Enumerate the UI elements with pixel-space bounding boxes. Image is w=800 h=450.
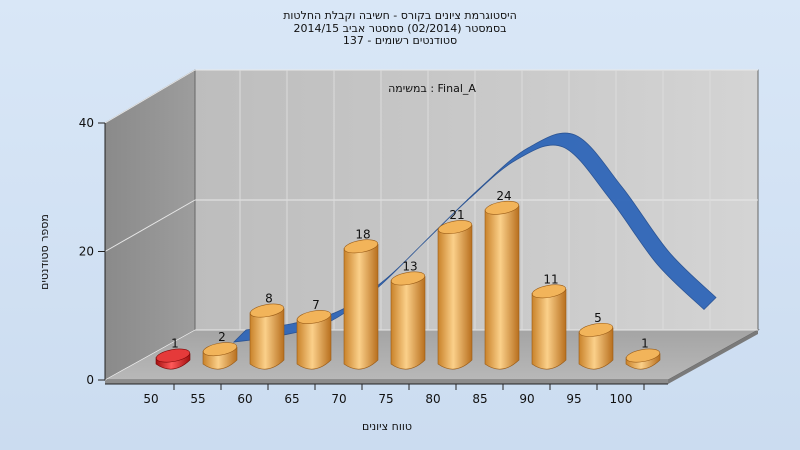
value-label: 18 — [355, 227, 370, 241]
value-label: 21 — [449, 208, 464, 222]
bar-top — [249, 303, 285, 318]
bar-90 — [531, 284, 567, 370]
grid-line-wall — [104, 199, 196, 252]
bar-50 — [155, 348, 191, 370]
y-tick-label: 40 — [79, 116, 94, 130]
title-line-2: בסמסטר (02/2014) סמסטר אביב 2014/15 — [293, 21, 507, 35]
bar-top — [390, 271, 426, 286]
x-tick-label: 50 — [143, 392, 158, 406]
bar-75 — [390, 271, 426, 370]
x-tick-label: 55 — [190, 392, 205, 406]
distribution-curve-layer — [232, 132, 717, 343]
x-tick-label: 60 — [237, 392, 252, 406]
value-label: 13 — [402, 259, 417, 273]
value-label: 2 — [218, 330, 226, 344]
x-axis: 50 55 60 65 70 75 80 85 90 95 100 — [105, 383, 668, 406]
plot-walls — [103, 69, 760, 384]
bar-top — [625, 348, 661, 363]
x-tick-label: 80 — [425, 392, 440, 406]
bars-layer — [155, 200, 661, 370]
chart-title: היסטוגרמת ציונים בקורס - חשיבה וקבלת החל… — [0, 9, 800, 48]
distribution-curve — [232, 132, 717, 343]
bar-55 — [202, 342, 238, 370]
value-label: 24 — [496, 189, 511, 203]
bar-top — [296, 310, 332, 324]
value-labels-layer: 1 2 8 7 18 13 21 24 11 5 1 — [171, 189, 649, 351]
x-tick-label: 65 — [284, 392, 299, 406]
bar-body — [249, 308, 285, 370]
bar-body — [343, 244, 379, 370]
y-tick-label: 20 — [79, 245, 94, 259]
bar-70 — [343, 239, 379, 370]
final-a-annotation: במשימה : Final_A — [388, 82, 476, 95]
bar-top — [531, 284, 567, 299]
grid-line-wall — [104, 69, 196, 124]
y-axis: 0 20 40 — [79, 116, 106, 387]
floor-front-edge — [105, 380, 668, 384]
bar-body — [296, 314, 332, 370]
left-wall — [104, 69, 196, 381]
bar-top — [578, 322, 614, 337]
bar-body — [484, 205, 520, 370]
value-label: 11 — [543, 272, 558, 286]
bar-body — [531, 288, 567, 370]
bar-top — [437, 220, 473, 234]
bar-top — [202, 342, 238, 357]
title-line-3: 137 - סטודנטים רשומים — [342, 34, 458, 47]
x-axis-title: טווח ציונים — [362, 420, 412, 433]
bar-top — [155, 348, 191, 363]
x-tick-label: 85 — [472, 392, 487, 406]
y-tick-label: 0 — [86, 373, 94, 387]
bar-80 — [437, 220, 473, 370]
bar-85 — [484, 200, 520, 370]
bar-top — [484, 200, 520, 215]
bar-body — [390, 276, 426, 370]
y-axis-title: מספר סטודנטים — [38, 214, 51, 290]
value-label: 1 — [641, 337, 649, 351]
value-label: 7 — [312, 298, 320, 312]
bar-100 — [625, 348, 661, 370]
bar-top — [343, 239, 379, 254]
bar-body — [578, 327, 614, 370]
value-label: 5 — [594, 311, 602, 325]
x-tick-label: 90 — [519, 392, 534, 406]
bar-body — [437, 224, 473, 370]
title-line-1: היסטוגרמת ציונים בקורס - חשיבה וקבלת החל… — [283, 9, 517, 22]
x-tick-label: 100 — [610, 392, 633, 406]
value-label: 8 — [265, 292, 273, 306]
bar-60 — [249, 303, 285, 370]
bar-95 — [578, 322, 614, 370]
value-label: 1 — [171, 337, 179, 351]
grid-line-wall — [104, 329, 196, 381]
x-tick-label: 95 — [566, 392, 581, 406]
bar-65 — [296, 310, 332, 370]
floor-right-edge — [668, 330, 758, 384]
x-tick-label: 70 — [331, 392, 346, 406]
x-tick-label: 75 — [378, 392, 393, 406]
